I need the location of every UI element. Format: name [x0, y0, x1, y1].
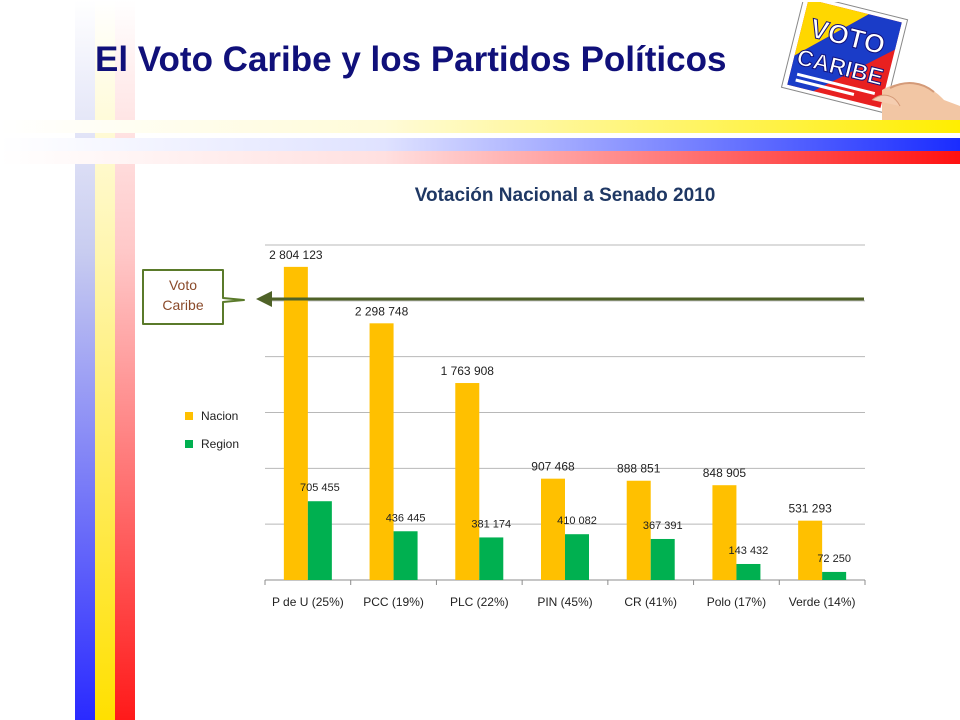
callout-bubble — [142, 269, 245, 325]
x-tick-label: PCC (19%) — [363, 595, 424, 609]
bar-nacion — [798, 520, 823, 580]
data-label-region: 143 432 — [729, 545, 769, 557]
data-label-nacion: 907 468 — [531, 460, 575, 474]
data-label-region: 705 455 — [300, 482, 340, 494]
bar-region — [565, 534, 589, 580]
callout-line-2: Caribe — [162, 297, 204, 313]
chart-title: Votación Nacional a Senado 2010 — [414, 185, 716, 206]
legend-item-region: Region — [185, 430, 239, 458]
chart-legend: Nacion Region — [185, 402, 239, 458]
legend-label-region: Region — [201, 437, 240, 451]
data-label-nacion: 2 298 748 — [355, 304, 409, 318]
slide-title: El Voto Caribe y los Partidos Políticos — [95, 40, 727, 79]
data-label-region: 381 174 — [471, 518, 511, 530]
bar-region — [307, 501, 332, 580]
bar-region — [650, 538, 675, 580]
bar-nacion — [712, 485, 737, 580]
bar-nacion — [283, 266, 308, 580]
bar-region — [822, 571, 847, 580]
callout-line-1: Voto — [168, 277, 198, 293]
data-label-region: 72 250 — [817, 553, 851, 565]
flag-stripe-red-vertical — [115, 0, 135, 720]
data-label-nacion: 848 905 — [703, 466, 747, 480]
x-tick-label: Polo (17%) — [707, 595, 766, 609]
flag-stripe-red-horizontal — [0, 151, 960, 164]
x-tick-label: P de U (25%) — [272, 595, 344, 609]
data-label-region: 410 082 — [557, 515, 597, 527]
bar-nacion — [369, 323, 394, 580]
voto-caribe-callout: Voto Caribe — [143, 275, 223, 315]
data-label-region: 436 445 — [386, 512, 426, 524]
data-label-nacion: 531 293 — [788, 502, 832, 516]
flag-stripe-yellow-horizontal — [0, 120, 960, 133]
legend-item-nacion: Nacion — [185, 402, 239, 430]
data-label-nacion: 2 804 123 — [269, 248, 323, 262]
legend-swatch-nacion — [185, 412, 193, 420]
bar-region — [479, 537, 504, 580]
data-label-region: 367 391 — [643, 520, 683, 532]
flag-stripe-blue-horizontal — [0, 138, 960, 151]
x-tick-label: PIN (45%) — [537, 595, 592, 609]
bar-region — [736, 563, 761, 580]
flag-stripe-blue-vertical — [75, 0, 95, 720]
x-tick-label: CR (41%) — [624, 595, 677, 609]
flag-stripe-yellow-vertical — [95, 0, 115, 720]
legend-swatch-region — [185, 440, 193, 448]
voto-caribe-logo: VOTO CARIBE — [780, 2, 960, 120]
voto-caribe-arrow-head — [256, 291, 272, 307]
bar-nacion — [455, 383, 480, 580]
bar-nacion — [541, 478, 565, 580]
data-label-nacion: 1 763 908 — [441, 364, 495, 378]
x-tick-label: PLC (22%) — [450, 595, 509, 609]
bar-nacion — [626, 480, 651, 580]
legend-label-nacion: Nacion — [201, 409, 239, 423]
data-label-nacion: 888 851 — [617, 462, 661, 476]
bar-region — [393, 531, 418, 580]
x-tick-label: Verde (14%) — [789, 595, 856, 609]
